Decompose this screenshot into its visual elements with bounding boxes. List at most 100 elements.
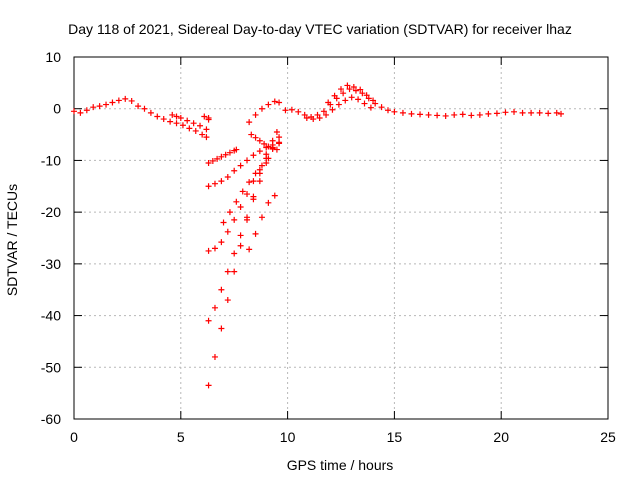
data-point	[141, 105, 148, 112]
data-point	[528, 109, 535, 116]
series-step-g	[248, 131, 280, 153]
data-point	[246, 119, 253, 126]
data-point	[90, 104, 97, 111]
x-tick-label: 5	[177, 429, 185, 445]
data-point	[184, 117, 191, 124]
data-point	[519, 109, 526, 116]
data-point	[271, 98, 278, 105]
data-point	[205, 160, 212, 167]
data-point	[147, 109, 154, 116]
data-point	[295, 108, 302, 115]
data-point	[231, 167, 238, 174]
data-point	[252, 170, 259, 177]
data-point	[103, 101, 110, 108]
data-point	[359, 90, 366, 97]
data-point	[553, 109, 560, 116]
data-point	[205, 183, 212, 190]
data-point	[233, 198, 240, 205]
data-point	[348, 94, 355, 101]
data-point	[205, 247, 212, 254]
y-tick-label: -30	[41, 256, 61, 272]
data-point	[250, 193, 257, 200]
data-point	[316, 115, 323, 122]
data-point	[237, 232, 244, 239]
series-main-band	[71, 95, 210, 141]
data-point	[246, 179, 253, 186]
data-point	[303, 115, 310, 122]
data-point	[273, 146, 280, 153]
data-point	[485, 110, 492, 117]
data-point	[367, 104, 374, 111]
y-tick-label: -60	[41, 411, 61, 427]
data-point	[205, 317, 212, 324]
data-point	[173, 120, 180, 127]
data-point	[276, 99, 283, 106]
data-point	[417, 111, 424, 118]
data-point	[476, 111, 483, 118]
data-point	[468, 112, 475, 119]
data-point	[256, 137, 263, 144]
data-point	[197, 122, 204, 129]
data-point	[276, 134, 283, 141]
y-tick-label: 10	[45, 49, 61, 65]
data-point	[231, 268, 238, 275]
data-point	[169, 111, 176, 118]
series-late-rise	[246, 98, 283, 126]
data-point	[237, 203, 244, 210]
data-point	[224, 268, 231, 275]
data-point	[269, 145, 276, 152]
data-point	[346, 86, 353, 93]
data-point	[271, 192, 278, 199]
data-point	[237, 162, 244, 169]
data-point	[154, 113, 161, 120]
data-point	[252, 111, 259, 118]
series-step-h	[246, 192, 278, 253]
data-point	[258, 162, 265, 169]
data-point	[256, 148, 263, 155]
data-point	[384, 107, 391, 114]
data-point	[203, 134, 210, 141]
data-point	[399, 109, 406, 116]
data-point	[408, 110, 415, 117]
data-point	[211, 304, 218, 311]
data-point	[357, 86, 364, 93]
series-upper-band	[169, 111, 210, 133]
data-series-layer	[71, 82, 565, 389]
data-point	[352, 87, 359, 94]
data-point	[160, 116, 167, 123]
data-point	[434, 112, 441, 119]
data-point	[244, 216, 251, 223]
data-point	[558, 110, 565, 117]
data-point	[231, 250, 238, 257]
data-point	[218, 286, 225, 293]
data-point	[350, 83, 357, 90]
data-point	[201, 113, 208, 120]
data-point	[258, 105, 265, 112]
data-point	[256, 178, 263, 185]
data-point	[203, 126, 210, 133]
data-point	[536, 109, 543, 116]
data-point	[545, 110, 552, 117]
data-point	[451, 111, 458, 118]
data-point	[224, 228, 231, 235]
y-tick-label: 0	[53, 101, 61, 117]
data-point	[179, 122, 186, 129]
y-tick-label: -10	[41, 152, 61, 168]
y-axis-label: SDTVAR / TECUs	[4, 184, 20, 296]
data-point	[244, 157, 251, 164]
data-point	[218, 239, 225, 246]
data-point	[263, 160, 270, 167]
data-point	[338, 86, 344, 93]
series-step-a	[205, 146, 240, 167]
data-point	[190, 120, 197, 127]
data-point	[361, 100, 368, 107]
data-point	[282, 107, 289, 114]
data-point	[220, 219, 227, 226]
data-point	[218, 325, 225, 332]
data-point	[211, 353, 218, 360]
y-tick-label: -50	[41, 359, 61, 375]
x-tick-label: 20	[493, 429, 509, 445]
data-point	[276, 139, 283, 146]
data-point	[310, 116, 317, 123]
x-tick-label: 25	[600, 429, 616, 445]
